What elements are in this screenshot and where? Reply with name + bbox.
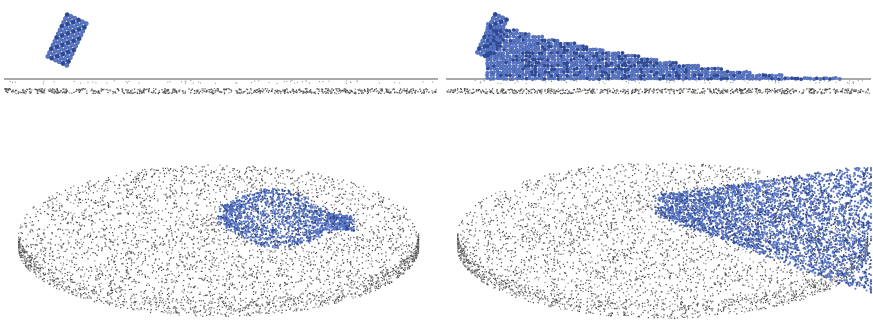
granular-flow-deposit xyxy=(475,11,842,82)
perspective-view-final-panel xyxy=(442,150,873,324)
side-view-final-panel xyxy=(442,0,873,100)
granular-column-initial xyxy=(45,12,89,68)
side-view-final-plot xyxy=(446,11,871,95)
ground-bed xyxy=(446,78,871,95)
granular-flow-spread xyxy=(651,167,872,294)
perspective-view-final-plot xyxy=(457,162,872,320)
granular-mass-initial xyxy=(217,187,356,250)
particle-bed-disk xyxy=(18,164,420,317)
perspective-view-initial-plot xyxy=(18,164,420,317)
ground-bed xyxy=(4,78,438,95)
perspective-view-initial-panel xyxy=(0,150,440,324)
side-view-initial-plot xyxy=(4,12,438,95)
side-view-initial-panel xyxy=(0,0,440,100)
